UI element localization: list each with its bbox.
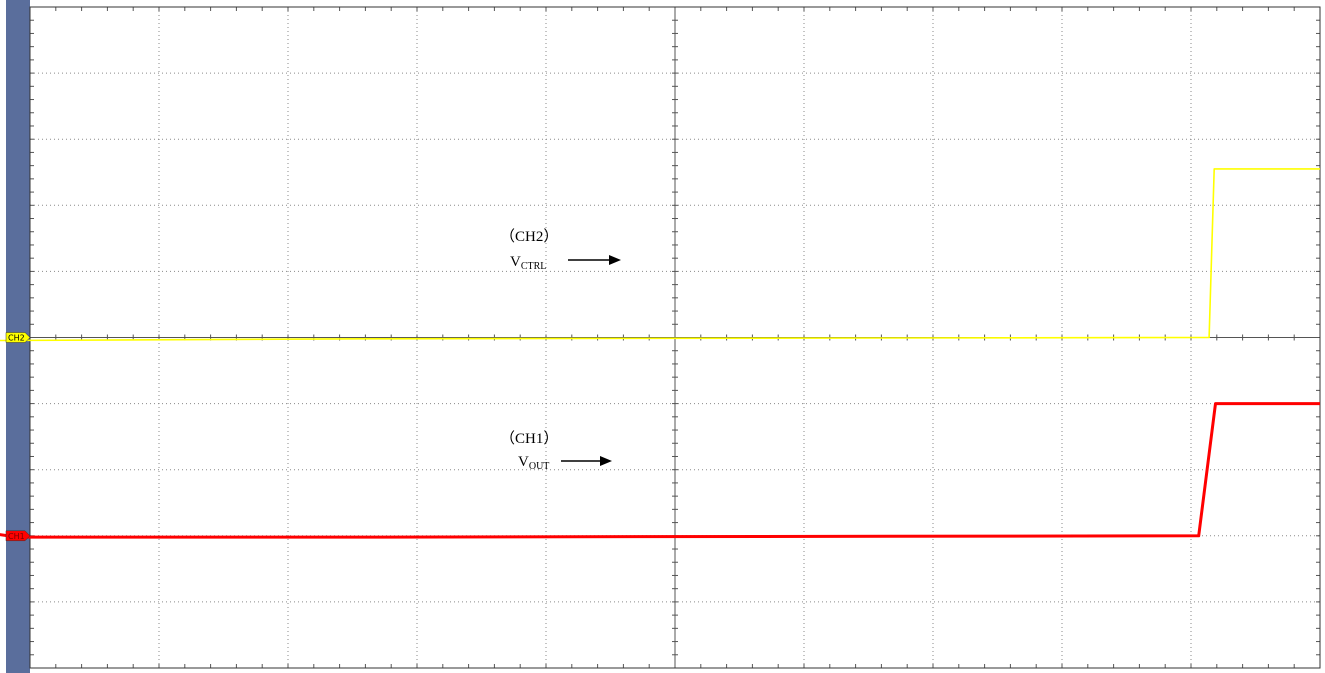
ch2-trace bbox=[0, 168, 1320, 342]
ch1-annotation-sub: OUT bbox=[529, 461, 550, 472]
traces bbox=[0, 168, 1320, 539]
marker-label: CH1 bbox=[8, 532, 25, 541]
ch1-trace bbox=[0, 402, 1320, 539]
marker-shape bbox=[5, 530, 31, 542]
ch1-annotation-main: V bbox=[518, 454, 529, 470]
ch2-annotation-sub: CTRL bbox=[521, 261, 547, 272]
ch2-annotation-line1: （CH2） bbox=[500, 228, 558, 245]
annotations: （CH2） VCTRL （CH1） VOUT bbox=[500, 228, 621, 472]
channel-markers: CH2 CH1 bbox=[5, 332, 31, 542]
ch1-annotation-label: VOUT bbox=[518, 454, 549, 472]
ch1-annotation-arrow-head bbox=[600, 456, 612, 466]
ch2-annotation-main: V bbox=[510, 254, 521, 270]
ch1-annotation-line1: （CH1） bbox=[500, 430, 558, 447]
marker-label: CH2 bbox=[8, 334, 25, 343]
ch2-ground-marker: CH2 bbox=[5, 332, 31, 343]
marker-shape bbox=[5, 332, 31, 343]
ch2-annotation-arrow-head bbox=[609, 255, 621, 265]
ch2-annotation-label: VCTRL bbox=[510, 254, 546, 272]
ch1-ground-marker: CH1 bbox=[5, 530, 31, 542]
